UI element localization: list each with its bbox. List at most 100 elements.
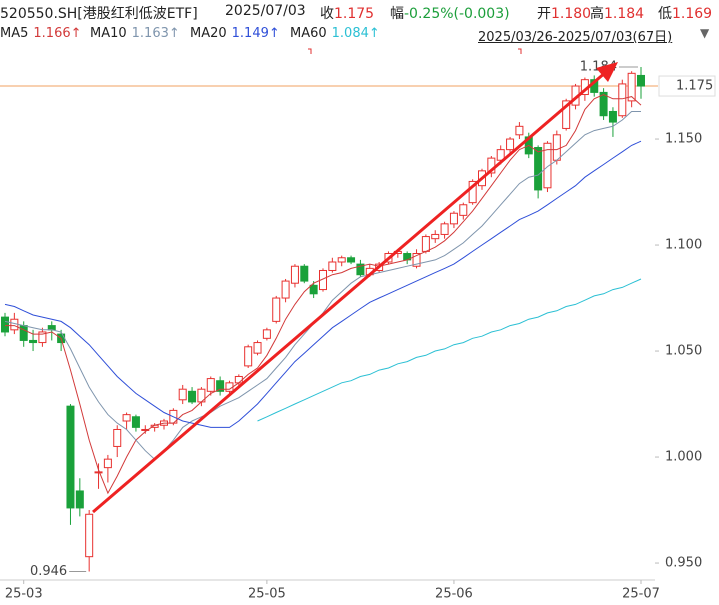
candle-body <box>506 138 515 151</box>
candle-body <box>412 253 421 267</box>
candle-body <box>309 284 318 295</box>
legend-value: 1.084↑ <box>331 26 380 41</box>
event-flag <box>518 48 522 54</box>
candle-body <box>122 414 131 422</box>
candle-body <box>459 204 468 216</box>
legend-entry: MA5 1.166↑ <box>0 26 82 41</box>
candle-body <box>131 416 140 428</box>
y-tick-label: 1.050 <box>665 344 702 359</box>
range-dropdown[interactable]: ▼ <box>700 26 710 40</box>
quote-value: 1.175 <box>334 6 375 22</box>
candle-body <box>356 263 365 276</box>
candle-body <box>562 100 571 129</box>
candle-body <box>627 72 636 102</box>
candle-body <box>515 125 524 136</box>
quote: 幅-0.25%(-0.003) <box>390 3 510 23</box>
candle-body <box>431 233 440 240</box>
legend-value: 1.166↑ <box>33 26 82 41</box>
candle-body <box>347 257 356 263</box>
candle-body <box>188 390 197 403</box>
legend-name: MA20 <box>190 26 227 41</box>
date: 2025/07/03 <box>225 3 306 19</box>
candle-body <box>281 280 290 299</box>
candle-body <box>75 490 84 509</box>
candle-body <box>599 91 608 117</box>
legend-entry: MA20 1.149↑ <box>190 26 280 41</box>
candle-body <box>66 405 75 509</box>
candle-body <box>38 331 47 344</box>
candle-body <box>328 261 337 271</box>
candle-body <box>552 134 561 161</box>
candle-body <box>47 325 56 331</box>
x-tick-label: 25-05 <box>248 587 286 602</box>
candle-body <box>29 339 38 344</box>
last-price-box <box>658 75 716 97</box>
ma-line <box>5 93 642 495</box>
candle-body <box>290 265 299 284</box>
y-tick-label: 1.000 <box>665 450 702 465</box>
candle-body <box>449 212 458 225</box>
quote-label: 幅 <box>390 6 404 22</box>
candle-body <box>178 388 187 401</box>
candle-body <box>543 142 552 189</box>
x-tick-label: 25-07 <box>622 587 660 602</box>
y-tick-label: 1.100 <box>665 238 702 253</box>
candle-body <box>272 297 281 322</box>
quote-label: 收 <box>320 6 334 22</box>
candle-body <box>113 428 122 447</box>
candle-body <box>440 223 449 235</box>
candle-body <box>206 378 215 392</box>
candle-body <box>608 110 617 123</box>
x-tick-label: 25-06 <box>435 587 473 602</box>
candle-body <box>637 74 645 87</box>
last-price-label: 1.175 <box>676 79 713 94</box>
x-tick-label: 25-03 <box>5 587 43 602</box>
quote-value: 1.184 <box>604 6 645 22</box>
candle-body <box>421 236 430 252</box>
candle-body <box>1 316 9 333</box>
candle-body <box>262 329 271 339</box>
ma-line <box>257 278 642 422</box>
trend-arrowhead <box>596 62 618 82</box>
quote-value: 1.169 <box>672 6 713 22</box>
event-flag <box>308 48 312 54</box>
min-label: 0.946 <box>30 564 67 579</box>
quote-label: 高 <box>590 6 604 22</box>
quote: 低1.169 <box>658 3 712 23</box>
legend-entry: MA10 1.163↑ <box>90 26 180 41</box>
y-tick-label: 0.950 <box>665 556 702 571</box>
candle-body <box>216 380 225 392</box>
quote-value: 1.180 <box>551 6 592 22</box>
candle-body <box>141 428 150 431</box>
candle-body <box>103 458 112 469</box>
legend-entry: MA60 1.084↑ <box>290 26 380 41</box>
quote: 高1.184 <box>590 3 644 23</box>
y-tick-label: 1.150 <box>665 132 702 147</box>
quote-label: 低 <box>658 6 672 22</box>
legend-value: 1.149↑ <box>231 26 280 41</box>
date-range[interactable]: 2025/03/26-2025/07/03(67日) <box>478 30 673 45</box>
candle-body <box>618 83 627 117</box>
legend-name: MA10 <box>90 26 127 41</box>
candle-body <box>19 325 28 341</box>
legend-name: MA5 <box>0 26 29 41</box>
ma-line <box>4 140 642 428</box>
candle-body <box>253 342 262 354</box>
candle-body <box>534 147 543 191</box>
candle-body <box>234 375 243 384</box>
quote-label: 开 <box>537 6 551 22</box>
candle-body <box>94 471 103 474</box>
legend-name: MA60 <box>290 26 327 41</box>
security-title: 520550.SH[港股红利低波ETF] <box>0 6 198 22</box>
candle-body <box>85 513 94 558</box>
candle-body <box>337 257 346 263</box>
legend-value: 1.163↑ <box>131 26 180 41</box>
candle-body <box>244 346 253 367</box>
quote: 收1.175 <box>320 3 374 23</box>
trend-arrow <box>92 70 607 514</box>
quote: 开1.180 <box>537 3 591 23</box>
quote-value: -0.25%(-0.003) <box>404 6 510 22</box>
candle-body <box>300 265 309 282</box>
candle-body <box>468 180 477 204</box>
